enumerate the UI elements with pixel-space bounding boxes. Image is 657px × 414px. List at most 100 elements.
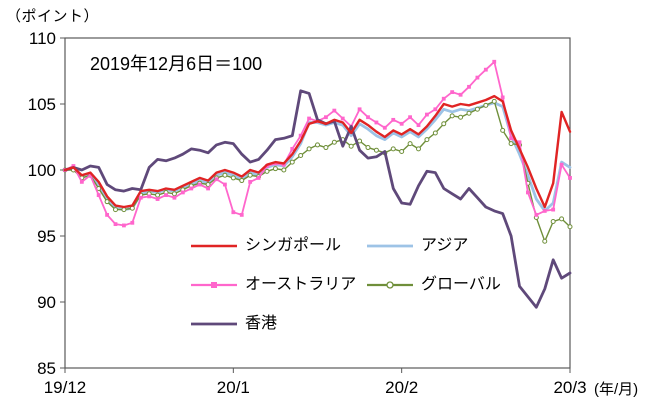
series-marker <box>197 182 202 187</box>
x-tick-label: 20/3 <box>553 378 586 397</box>
series-marker <box>332 108 337 113</box>
series-marker <box>324 115 328 120</box>
legend-item-global: グローバル <box>366 273 501 297</box>
series-marker <box>306 146 312 152</box>
singapore-line-swatch <box>190 238 238 254</box>
series-marker <box>433 107 438 112</box>
series-marker <box>105 212 109 217</box>
series-marker <box>298 152 304 158</box>
legend-label-hongkong: 香港 <box>245 315 278 332</box>
series-marker <box>113 207 118 213</box>
series-line-0 <box>63 94 572 209</box>
series-marker <box>534 212 539 217</box>
asia-line-swatch <box>366 238 414 254</box>
series-marker <box>155 192 161 198</box>
legend-label-global: グローバル <box>421 276 501 293</box>
series-marker <box>509 136 513 141</box>
y-tick-label: 95 <box>37 227 56 246</box>
series-marker <box>568 176 572 180</box>
series-marker <box>189 186 194 191</box>
series-marker <box>164 193 168 197</box>
series-marker <box>357 107 362 112</box>
series-marker <box>399 149 405 155</box>
base-date-annotation: 2019年12月6日＝100 <box>90 54 263 74</box>
series-marker <box>491 98 497 104</box>
series-marker <box>348 143 354 149</box>
x-tick-label: 20/2 <box>385 378 418 397</box>
series-marker <box>273 161 278 166</box>
series-marker <box>373 147 379 153</box>
series-marker <box>256 176 261 180</box>
series-marker <box>298 133 303 138</box>
legend-item-hongkong: 香港 <box>190 312 366 336</box>
x-tick-label: 20/1 <box>217 378 250 397</box>
series-marker <box>483 67 488 72</box>
series-marker <box>307 116 311 121</box>
series-marker <box>223 182 227 187</box>
series-marker <box>441 96 446 101</box>
series-marker <box>155 197 160 201</box>
series-marker <box>205 182 211 188</box>
y-tick-label: 110 <box>29 29 56 48</box>
series-marker <box>248 179 253 184</box>
series-marker <box>331 139 337 145</box>
series-marker <box>222 172 228 178</box>
series-marker <box>315 142 320 148</box>
series-marker <box>458 92 463 97</box>
series-marker <box>551 207 556 212</box>
series-marker <box>475 75 480 80</box>
y-axis-unit-label: （ポイント） <box>6 8 100 25</box>
series-marker <box>508 141 514 147</box>
series-marker <box>281 162 286 167</box>
series-marker <box>542 209 547 213</box>
series-marker <box>365 145 371 151</box>
series-marker <box>382 125 387 130</box>
series-marker <box>567 224 573 230</box>
series-marker <box>467 84 471 89</box>
series-marker <box>366 115 370 120</box>
hongkong-line-swatch <box>190 316 238 332</box>
series-marker <box>407 141 413 147</box>
series-marker <box>449 113 455 119</box>
series-marker <box>323 145 329 151</box>
series-marker <box>281 167 287 173</box>
series-marker <box>542 238 548 244</box>
legend-item-australia: オーストラリア <box>190 273 366 297</box>
series-marker <box>180 190 185 195</box>
series-marker <box>96 193 101 197</box>
y-tick-label: 90 <box>37 293 56 312</box>
legend-item-singapore: シンガポール <box>190 234 366 258</box>
series-marker <box>272 166 278 172</box>
series-marker <box>264 168 270 174</box>
series-marker <box>425 112 429 117</box>
series-marker <box>483 102 489 108</box>
series-marker <box>550 218 556 224</box>
series-marker <box>432 130 438 136</box>
series-line-4 <box>63 89 572 309</box>
y-tick-label: 105 <box>28 95 56 114</box>
series-marker <box>172 195 177 200</box>
series-marker <box>450 90 455 95</box>
series-marker <box>466 110 472 116</box>
series-marker <box>214 177 219 182</box>
series-marker <box>416 123 421 128</box>
series-marker <box>416 146 421 152</box>
series-marker <box>147 194 152 199</box>
legend-label-australia: オーストラリア <box>245 276 357 293</box>
series-marker <box>121 207 127 213</box>
series-marker <box>88 173 93 178</box>
series-marker <box>289 159 295 165</box>
plot-border <box>64 37 571 369</box>
series-marker <box>517 140 522 145</box>
series-marker <box>390 146 396 152</box>
series-marker <box>474 106 480 112</box>
y-tick-label: 85 <box>37 359 56 378</box>
legend-item-asia: アジア <box>366 234 501 258</box>
series-marker <box>340 116 345 121</box>
series-marker <box>239 178 245 184</box>
australia-line-swatch <box>190 277 238 293</box>
series-marker <box>500 127 506 133</box>
series-marker <box>206 186 210 191</box>
